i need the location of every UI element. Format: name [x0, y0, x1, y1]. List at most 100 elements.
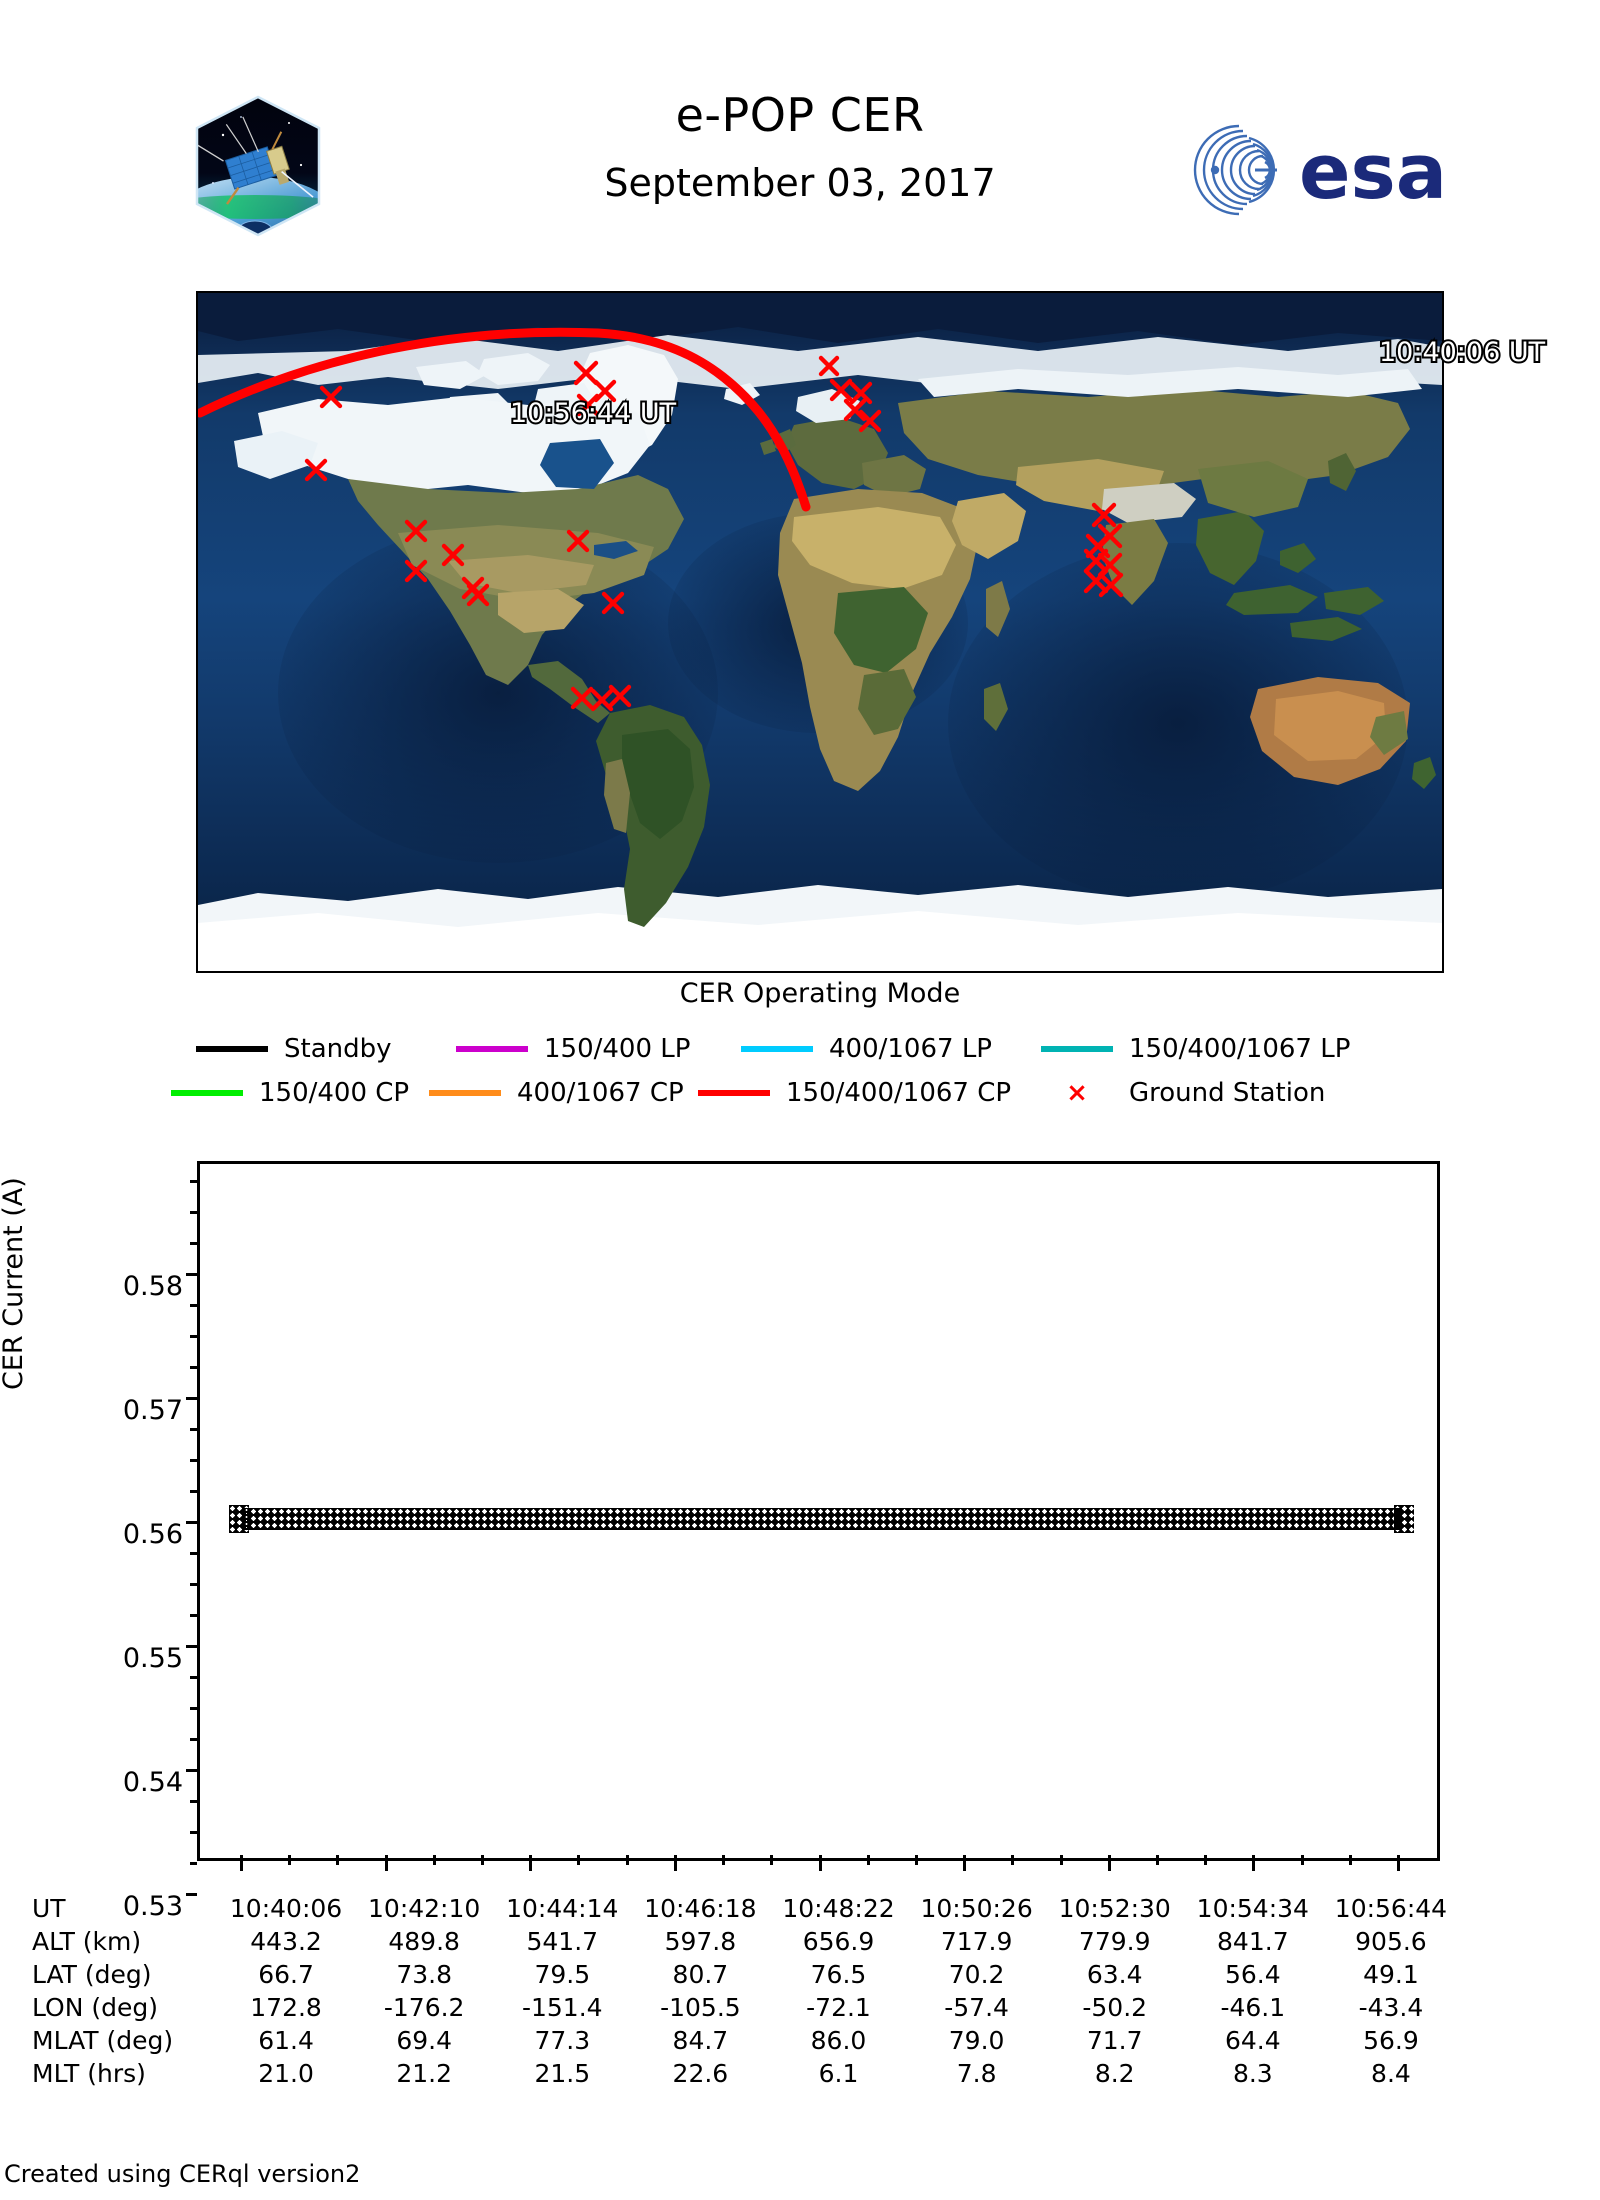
legend-color-swatch — [196, 1046, 268, 1052]
legend-item-label: 150/400/1067 LP — [1129, 1034, 1351, 1064]
table-cell: -151.4 — [521, 1993, 603, 2022]
page-title: e-POP CER — [675, 88, 925, 142]
y-tick-major — [186, 1521, 197, 1524]
y-tick-minor — [190, 1304, 197, 1307]
y-tick-minor — [190, 1707, 197, 1710]
y-tick-label: 0.58 — [122, 1271, 183, 1302]
world-map-image — [198, 293, 1442, 971]
legend-item-150-400-1067-lp: 150/400/1067 LP — [1041, 1028, 1350, 1070]
table-cell: 61.4 — [258, 2026, 314, 2055]
x-tick-minor — [336, 1855, 340, 1865]
header: e-POP CER September 03, 2017 — [0, 0, 1600, 270]
x-tick-minor — [1059, 1855, 1063, 1865]
y-axis-label: CER Current (A) — [0, 1177, 29, 1390]
map-clip — [198, 293, 1442, 971]
table-cell: -43.4 — [1358, 1993, 1424, 2022]
y-tick-label: 0.57 — [122, 1395, 183, 1426]
world-map-panel — [196, 291, 1444, 973]
table-cell: 69.4 — [396, 2026, 452, 2055]
table-cell: 905.6 — [1355, 1927, 1427, 1956]
y-tick-label: 0.56 — [122, 1519, 183, 1550]
x-tick-major — [1107, 1855, 1111, 1871]
table-cell: 8.2 — [1094, 2059, 1135, 2088]
table-row-label: MLT (hrs) — [32, 2059, 146, 2088]
legend-item-ground-station: × Ground Station — [1041, 1072, 1325, 1114]
legend-item-label: 150/400 LP — [544, 1034, 691, 1064]
y-tick-minor — [190, 1335, 197, 1338]
legend-color-swatch — [456, 1046, 528, 1052]
y-tick-minor — [190, 1738, 197, 1741]
table-cell: 172.8 — [250, 1993, 322, 2022]
legend-item-label: 400/1067 CP — [517, 1078, 684, 1108]
table-cell: 841.7 — [1217, 1927, 1289, 1956]
orbit-ground-track — [198, 327, 811, 512]
table-cell: 73.8 — [396, 1960, 452, 1989]
x-tick-major — [673, 1855, 677, 1871]
table-row: LAT (deg) 66.7 73.8 79.5 80.7 76.5 70.2 63.4 56.… — [30, 1958, 1460, 1991]
chart-plot-area — [197, 1161, 1440, 1861]
y-tick-minor — [190, 1831, 197, 1834]
table-cell: 71.7 — [1086, 2026, 1143, 2055]
table-row: MLAT (deg) 61.4 69.4 77.3 84.7 86.0 79.0 71.7 64… — [30, 2024, 1460, 2057]
table-row: ALT (km) 443.2 489.8 541.7 597.8 656.9 717.9 77… — [30, 1925, 1460, 1958]
table-cell: 56.4 — [1224, 1960, 1281, 1989]
table-cell: 7.8 — [956, 2059, 997, 2088]
table-cell: -105.5 — [660, 1993, 741, 2022]
table-cell: 8.3 — [1232, 2059, 1273, 2088]
table-cell: -72.1 — [806, 1993, 871, 2022]
table-cell: 10:46:18 — [644, 1894, 757, 1923]
table-cell: 717.9 — [940, 1927, 1013, 1956]
esa-logo-icon: esa — [1177, 120, 1462, 220]
legend-color-swatch — [698, 1090, 770, 1096]
y-axis-ticks — [186, 1161, 1452, 1896]
table-cell: 541.7 — [526, 1927, 599, 1956]
legend-item-400-1067-lp: 400/1067 LP — [741, 1028, 992, 1070]
title-block: e-POP CER September 03, 2017 — [400, 88, 1200, 206]
legend-item-400-1067-cp: 400/1067 CP — [429, 1072, 684, 1114]
legend-item-150-400-lp: 150/400 LP — [456, 1028, 690, 1070]
legend-item-label: 400/1067 LP — [829, 1034, 992, 1064]
table-cell: 10:44:14 — [506, 1894, 619, 1923]
x-tick-major — [818, 1855, 822, 1871]
table-row-label: LON (deg) — [32, 1993, 158, 2022]
legend-item-150-400-cp: 150/400 CP — [171, 1072, 409, 1114]
ground-station-marker-icon: × — [1066, 1078, 1088, 1108]
x-tick-minor — [288, 1855, 292, 1865]
table-cell: 86.0 — [810, 2026, 867, 2055]
table-cell: 10:40:06 — [229, 1894, 343, 1923]
legend-color-swatch — [1041, 1046, 1113, 1052]
table-row-label: MLAT (deg) — [32, 2026, 174, 2055]
x-tick-minor — [577, 1855, 581, 1865]
x-tick-major — [1252, 1855, 1256, 1871]
x-tick-minor — [914, 1855, 918, 1865]
y-tick-label: 0.54 — [122, 1767, 183, 1798]
ephemeris-data-table: UT 10:40:06 10:42:10 10:44:14 10:46:18 10:48:… — [30, 1892, 1570, 2090]
x-tick-major — [384, 1855, 388, 1871]
x-tick-major — [240, 1855, 243, 1871]
legend-row: 150/400 CP 400/1067 CP 150/400/1067 CP ×… — [171, 1072, 1466, 1114]
y-tick-major — [186, 1397, 197, 1400]
y-tick-minor — [190, 1800, 197, 1803]
legend-item-150-400-1067-cp: 150/400/1067 CP — [698, 1072, 1011, 1114]
x-tick-minor — [1348, 1855, 1352, 1865]
legend-item-label: 150/400/1067 CP — [786, 1078, 1012, 1108]
table-cell: 80.7 — [672, 1960, 729, 1989]
x-tick-minor — [1204, 1855, 1208, 1865]
esa-wordmark: esa — [1299, 127, 1447, 216]
y-tick-minor — [190, 1366, 197, 1369]
table-row: UT 10:40:06 10:42:10 10:44:14 10:46:18 10:48:… — [30, 1892, 1460, 1925]
table-row-label: UT — [32, 1894, 66, 1923]
table-cell: 10:50:26 — [920, 1894, 1033, 1923]
table-cell: 10:48:22 — [782, 1894, 895, 1923]
table-cell: 10:42:10 — [368, 1894, 481, 1923]
table-cell: 489.8 — [388, 1927, 460, 1956]
x-tick-minor — [1155, 1855, 1159, 1865]
y-tick-label: 0.55 — [122, 1643, 183, 1674]
y-tick-minor — [190, 1242, 197, 1245]
table-cell: 21.5 — [534, 2059, 591, 2088]
series-standby-data — [229, 1504, 1414, 1533]
table-cell: -57.4 — [944, 1993, 1009, 2022]
table-row: LON (deg) 172.8 -176.2 -151.4 -105.5 -72.1 -57… — [30, 1991, 1460, 2024]
table-cell: 79.0 — [948, 2026, 1005, 2055]
map-start-time-label: 10:40:06 UT — [1377, 335, 1547, 370]
